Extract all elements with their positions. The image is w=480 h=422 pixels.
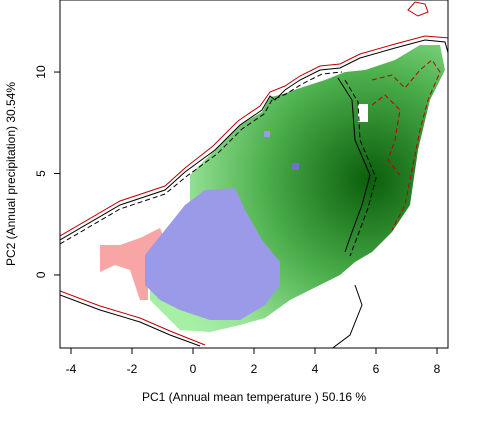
contour [60, 290, 206, 346]
x-tick-label: -4 [66, 362, 77, 376]
x-axis-label: PC1 (Annual mean temperature ) 50.16 % [142, 390, 366, 404]
contour [407, 1, 429, 17]
x-tick-label: -2 [127, 362, 138, 376]
blue-cell [292, 163, 299, 170]
x-tick-label: 2 [251, 362, 258, 376]
y-tick-label: 0 [34, 271, 48, 278]
x-tick-label: 4 [312, 362, 319, 376]
contour [371, 94, 401, 176]
contour [337, 77, 371, 253]
contour [60, 39, 448, 241]
contour [371, 59, 441, 231]
pink-area [100, 228, 165, 300]
blue-cell [264, 131, 270, 137]
hole [358, 104, 368, 122]
niche-density [60, 1, 448, 348]
contour [344, 79, 377, 257]
y-tick-label: 5 [34, 170, 48, 177]
contour [60, 294, 201, 347]
y-tick-label: 10 [34, 65, 48, 79]
x-tick-label: 6 [373, 362, 380, 376]
blue-area [145, 188, 280, 320]
contour [60, 71, 343, 245]
y-axis-label: PC2 (Annual precipitation) 30.54% [4, 82, 18, 266]
contour [331, 284, 363, 348]
contour [60, 35, 448, 237]
x-tick-label: 0 [190, 362, 197, 376]
x-tick-label: 8 [434, 362, 441, 376]
